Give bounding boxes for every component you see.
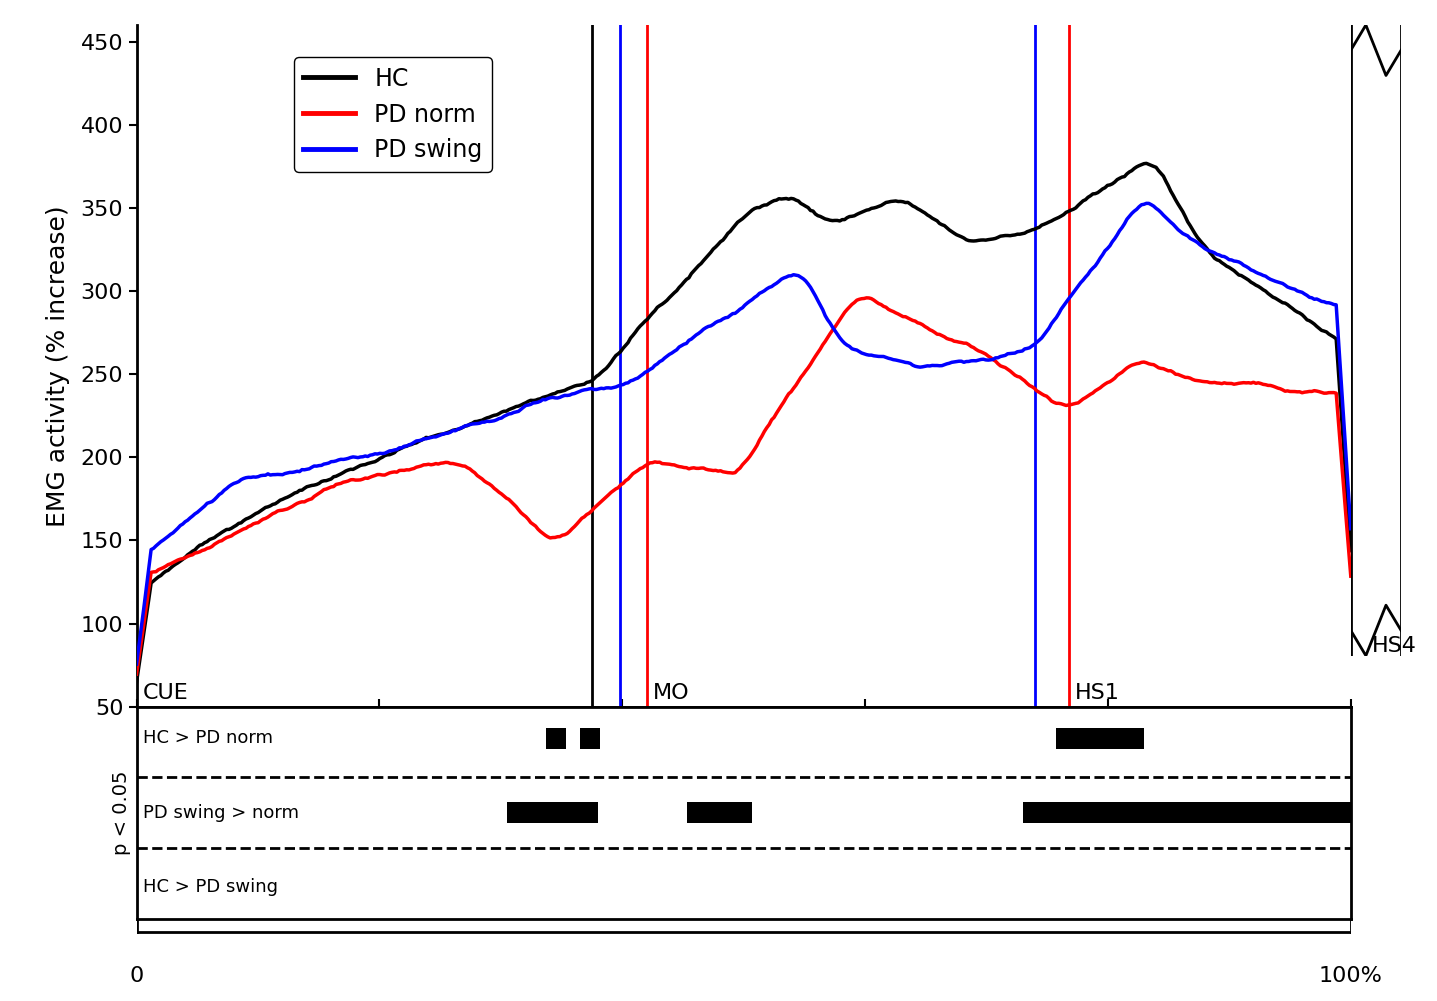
Bar	[546, 728, 566, 749]
Text: HS4: HS4	[1372, 636, 1417, 656]
Bar	[1023, 802, 1351, 823]
Text: HS1: HS1	[1075, 684, 1119, 704]
Bar	[579, 728, 601, 749]
Text: PD swing > norm: PD swing > norm	[142, 804, 299, 822]
Bar	[507, 802, 598, 823]
Text: MO: MO	[652, 684, 690, 704]
Text: CUE: CUE	[142, 684, 188, 704]
Text: HC > PD swing: HC > PD swing	[142, 878, 277, 896]
Text: HC > PD norm: HC > PD norm	[142, 730, 273, 748]
Text: 100%: 100%	[1319, 966, 1382, 986]
Legend: HC, PD norm, PD swing: HC, PD norm, PD swing	[295, 57, 491, 172]
Bar	[687, 802, 752, 823]
Bar	[1056, 728, 1144, 749]
Y-axis label: EMG activity (% increase): EMG activity (% increase)	[46, 205, 69, 527]
Y-axis label: p < 0.05: p < 0.05	[112, 771, 131, 855]
Text: 0: 0	[129, 966, 144, 986]
